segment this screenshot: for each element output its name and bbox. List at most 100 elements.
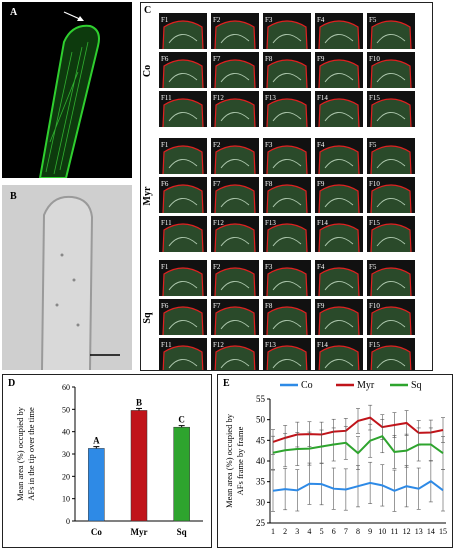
x-tick-label: 12 — [403, 527, 411, 536]
x-tick-label: 10 — [378, 527, 386, 536]
legend-label: Myr — [357, 380, 375, 391]
frame-outline — [162, 267, 204, 297]
frame-outline — [318, 184, 360, 214]
x-tick-label: 13 — [415, 527, 423, 536]
frame-label: F7 — [213, 55, 221, 63]
pollen-tube-fluorescence — [38, 11, 100, 179]
frame-outline — [370, 20, 412, 50]
panel-e-line-chart: E 25 30 35 40 45 50 55 1 2 3 4 5 6 7 8 9 10 11 12 13 14 15 Co M… — [217, 374, 453, 548]
frame-grid-svg: Co F1 F2 F3 F4 F5 F6 F7 F8 F9 F10 F11 F12 F13 F14 F15 My… — [142, 13, 415, 375]
y-axis-label: AFs frame by frame — [235, 426, 245, 495]
frame-label: F14 — [317, 94, 328, 102]
frame-label: F13 — [265, 219, 276, 227]
x-tick-label: 8 — [356, 527, 360, 536]
x-tick-label: 7 — [344, 527, 348, 536]
x-tick-label: 2 — [283, 527, 287, 536]
panel-c-label: C — [144, 5, 152, 16]
bar-chart-svg: 0 10 20 30 40 50 60 A Co B Myr C Sq Mean area (%) occ… — [15, 383, 203, 537]
frame-label: F12 — [213, 94, 224, 102]
frame-outline — [370, 59, 412, 89]
frame-outline — [318, 345, 360, 375]
frame-label: F5 — [369, 16, 377, 24]
panel-c-frame-grid: C Co F1 F2 F3 F4 F5 F6 F7 F8 F9 F10 F11 F12 F13 F14 F15… — [140, 2, 433, 375]
frame-label: F10 — [369, 55, 380, 63]
x-tick-label: 3 — [295, 527, 299, 536]
frame-label: F5 — [369, 263, 377, 271]
frame-outline — [162, 59, 204, 89]
x-tick-label: 11 — [391, 527, 399, 536]
y-tick-label: 30 — [256, 497, 266, 507]
frame-outline — [370, 184, 412, 214]
frame-outline — [318, 223, 360, 253]
frame-label: F11 — [161, 94, 172, 102]
frame-label: F9 — [317, 180, 325, 188]
y-tick-label: 40 — [62, 428, 70, 437]
legend-label: Sq — [411, 380, 422, 391]
frame-outline — [318, 98, 360, 128]
frame-label: F8 — [265, 180, 273, 188]
legend-label: Co — [301, 380, 313, 391]
frame-label: F2 — [213, 141, 221, 149]
frame-label: F6 — [161, 302, 169, 310]
bar-sq — [173, 426, 190, 522]
frame-label: F6 — [161, 55, 169, 63]
frame-label: F10 — [369, 180, 380, 188]
y-tick-label: 20 — [62, 472, 70, 481]
frame-label: F8 — [265, 302, 273, 310]
panel-b-brightfield-image: B — [2, 185, 132, 371]
frame-outline — [214, 59, 256, 89]
significance-letter: B — [136, 397, 142, 407]
frame-outline — [266, 306, 308, 336]
x-tick-label: 5 — [320, 527, 324, 536]
y-axis-label: Mean area (%) occupied by — [15, 406, 25, 501]
frame-label: F1 — [161, 16, 169, 24]
frame-outline — [266, 59, 308, 89]
frame-label: F2 — [213, 16, 221, 24]
bar-myr — [130, 410, 148, 522]
y-tick-label: 50 — [256, 415, 266, 425]
y-axis-label: AFs in the tip over the time — [26, 407, 36, 501]
series-line-co — [272, 480, 444, 492]
bar-co — [88, 448, 105, 522]
frame-outline — [162, 223, 204, 253]
y-axis-label: Mean area (%) occupied by — [224, 413, 234, 508]
frame-outline — [266, 223, 308, 253]
frame-label: F4 — [317, 16, 325, 24]
frame-label: F13 — [265, 341, 276, 349]
frame-label: F7 — [213, 180, 221, 188]
frame-outline — [370, 267, 412, 297]
frame-outline — [318, 306, 360, 336]
y-tick-label: 0 — [66, 517, 70, 526]
frame-label: F1 — [161, 263, 169, 271]
y-tick-label: 40 — [256, 456, 266, 466]
frame-label: F9 — [317, 302, 325, 310]
frame-outline — [318, 20, 360, 50]
frame-outline — [318, 267, 360, 297]
y-tick-label: 10 — [62, 495, 70, 504]
series-line-myr — [272, 416, 444, 443]
frame-outline — [162, 345, 204, 375]
frame-outline — [214, 145, 256, 175]
panel-a-label: A — [10, 7, 18, 18]
y-tick-label: 35 — [256, 477, 266, 487]
y-tick-label: 30 — [62, 450, 70, 459]
frame-outline — [266, 145, 308, 175]
frame-outline — [266, 20, 308, 50]
frame-outline — [370, 145, 412, 175]
frame-outline — [214, 20, 256, 50]
panel-a-fluorescence-image: A — [2, 2, 132, 179]
x-tick-label: 15 — [439, 527, 447, 536]
frame-outline — [214, 223, 256, 253]
frame-outline — [214, 267, 256, 297]
group-label-co: Co — [142, 65, 153, 77]
significance-letter: A — [93, 436, 100, 446]
pollen-tube-brightfield — [41, 195, 120, 371]
frame-label: F15 — [369, 94, 380, 102]
frame-label: F6 — [161, 180, 169, 188]
frame-label: F5 — [369, 141, 377, 149]
frame-outline — [370, 306, 412, 336]
y-tick-label: 60 — [62, 383, 70, 392]
x-tick-label: 9 — [368, 527, 372, 536]
frame-outline — [266, 184, 308, 214]
